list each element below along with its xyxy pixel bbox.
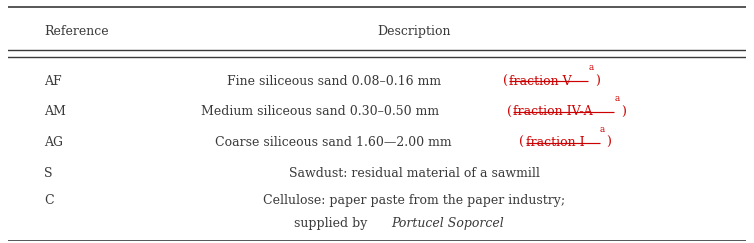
Text: ): ) xyxy=(606,136,611,149)
Text: AG: AG xyxy=(44,136,63,149)
Text: a: a xyxy=(615,94,619,103)
Text: Description: Description xyxy=(377,25,451,37)
Text: AM: AM xyxy=(44,105,66,119)
Text: fraction I: fraction I xyxy=(526,136,584,149)
Text: C: C xyxy=(44,194,54,207)
Text: (: ( xyxy=(507,105,512,119)
Text: AF: AF xyxy=(44,75,62,87)
Text: S: S xyxy=(44,167,53,180)
Text: Portucel Soporcel: Portucel Soporcel xyxy=(391,217,504,230)
Text: a: a xyxy=(600,125,605,134)
Text: a: a xyxy=(588,63,593,72)
Text: Fine siliceous sand 0.08–0.16 mm: Fine siliceous sand 0.08–0.16 mm xyxy=(227,75,445,87)
Text: fraction V: fraction V xyxy=(509,75,572,87)
Text: Coarse siliceous sand 1.60—2.00 mm: Coarse siliceous sand 1.60—2.00 mm xyxy=(215,136,456,149)
Text: ): ) xyxy=(595,75,599,87)
Text: ): ) xyxy=(621,105,626,119)
Text: supplied by: supplied by xyxy=(294,217,371,230)
Text: Cellulose: paper paste from the paper industry;: Cellulose: paper paste from the paper in… xyxy=(263,194,565,207)
Text: (: ( xyxy=(503,75,507,87)
Text: (: ( xyxy=(520,136,525,149)
Text: Medium siliceous sand 0.30–0.50 mm: Medium siliceous sand 0.30–0.50 mm xyxy=(201,105,443,119)
Text: Sawdust: residual material of a sawmill: Sawdust: residual material of a sawmill xyxy=(289,167,539,180)
Text: Reference: Reference xyxy=(44,25,109,37)
Text: fraction IV-A: fraction IV-A xyxy=(513,105,593,119)
